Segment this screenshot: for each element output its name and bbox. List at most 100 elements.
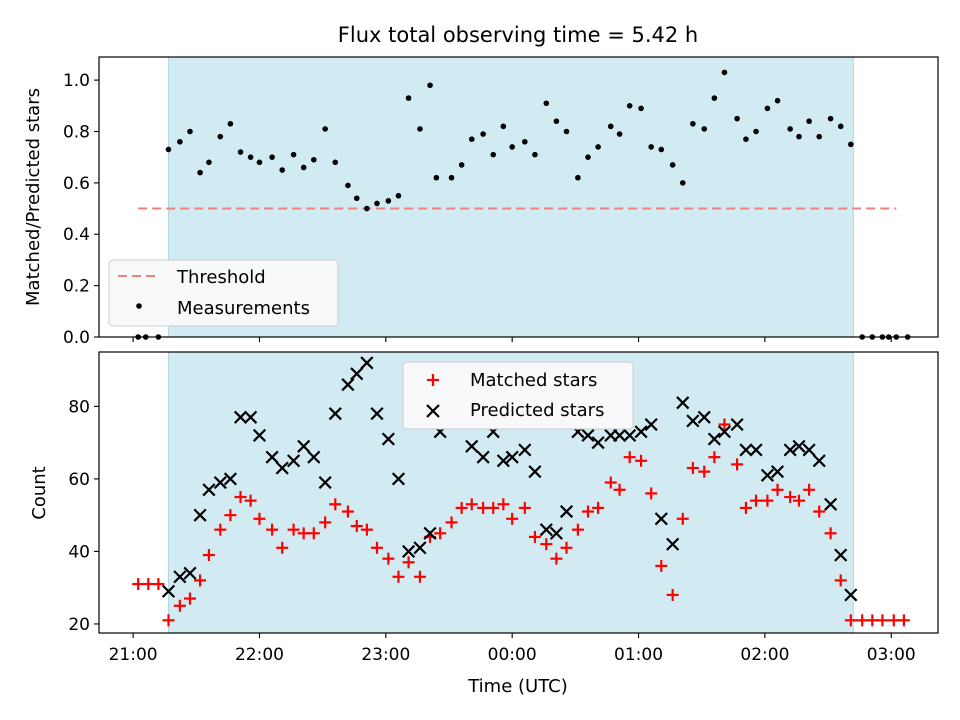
predicted-star-point xyxy=(252,428,267,442)
matched-star-point xyxy=(613,483,626,496)
matched-star-point xyxy=(645,487,658,500)
top-legend: Threshold Measurements xyxy=(108,259,339,327)
matched-star-point xyxy=(623,451,636,464)
measurement-points xyxy=(135,69,911,340)
matched-star-point xyxy=(173,599,186,612)
matched-stars-points xyxy=(132,418,910,627)
predicted-star-point xyxy=(676,396,690,410)
measurement-point xyxy=(364,205,370,212)
matched-star-point xyxy=(253,512,266,525)
x-tick-label: 21:00 xyxy=(109,645,158,665)
matched-star-point xyxy=(581,505,594,518)
matched-star-point xyxy=(224,509,237,522)
bottom-y-tick-label: 20 xyxy=(68,615,90,635)
top-y-tick-label: 0.4 xyxy=(63,225,90,245)
matched-star-point xyxy=(477,501,490,514)
predicted-star-point xyxy=(244,410,258,424)
matched-star-point xyxy=(234,491,247,504)
measurement-point xyxy=(374,200,380,207)
predicted-star-point xyxy=(528,465,542,479)
predicted-star-point xyxy=(666,537,680,551)
top-y-tick-label: 1.0 xyxy=(63,71,90,91)
top-y-axis-label: Matched/Predicted stars xyxy=(23,88,44,306)
predicted-star-point xyxy=(623,428,637,442)
measurement-point xyxy=(669,162,676,168)
measurement-point xyxy=(816,133,823,140)
matched-star-point xyxy=(214,523,227,536)
predicted-star-point xyxy=(634,425,648,439)
measurement-point xyxy=(290,151,297,158)
predicted-star-point xyxy=(391,472,406,486)
matched-star-point xyxy=(540,538,553,551)
predicted-star-point xyxy=(707,432,721,446)
x-tick-label: 03:00 xyxy=(867,645,916,665)
matched-star-point xyxy=(604,476,617,489)
measurement-point xyxy=(332,159,339,166)
predicted-star-point xyxy=(213,475,227,490)
matched-star-point xyxy=(487,501,500,514)
matched-star-point xyxy=(560,541,573,554)
measurement-point xyxy=(197,169,203,176)
predicted-stars-points xyxy=(161,356,858,602)
predicted-star-point xyxy=(381,432,395,446)
predicted-star-point xyxy=(307,450,321,464)
matched-star-point xyxy=(793,494,806,507)
predicted-star-point xyxy=(350,367,364,381)
matched-star-point xyxy=(152,578,165,591)
matched-star-point xyxy=(698,465,711,478)
measurement-point xyxy=(585,154,591,160)
predicted-star-point xyxy=(549,526,563,540)
predicted-star-point xyxy=(423,526,437,540)
top-y-ticks: 0.0 0.2 0.4 0.6 0.8 1.0 xyxy=(63,71,99,348)
bottom-y-tick-label: 40 xyxy=(68,542,90,562)
matched-star-point xyxy=(750,494,763,507)
top-axes-frame xyxy=(98,56,939,338)
matched-star-point xyxy=(739,501,752,514)
top-x-ticks xyxy=(132,337,892,342)
legend-measurements-swatch xyxy=(136,303,142,309)
legend-measurements-label: Measurements xyxy=(177,298,310,319)
predicted-star-point xyxy=(275,461,289,475)
matched-star-point xyxy=(866,614,879,627)
matched-star-point xyxy=(202,549,215,562)
predicted-star-point xyxy=(802,443,816,457)
predicted-star-point xyxy=(644,417,658,432)
matched-star-point xyxy=(876,614,889,627)
matched-star-point xyxy=(413,570,426,583)
measurement-point xyxy=(638,105,644,112)
measurement-point xyxy=(595,144,601,150)
legend-threshold-label: Threshold xyxy=(176,267,266,288)
x-tick-label: 01:00 xyxy=(614,645,663,665)
matched-star-point xyxy=(445,516,458,529)
matched-star-point xyxy=(319,516,332,529)
measurement-point xyxy=(743,136,749,143)
measurement-point xyxy=(227,120,234,127)
bottom-y-tick-label: 60 xyxy=(68,470,90,490)
top-panel: 0.0 0.2 0.4 0.6 0.8 1.0 Matched/Predicted sta… xyxy=(23,56,939,348)
measurement-point xyxy=(395,192,402,199)
predicted-star-point xyxy=(812,454,826,468)
measurement-point xyxy=(448,174,455,181)
predicted-star-point xyxy=(341,378,355,392)
predicted-star-point xyxy=(505,450,519,464)
measurement-point xyxy=(607,123,614,130)
predicted-star-point xyxy=(496,454,510,468)
predicted-star-point xyxy=(559,504,574,519)
predicted-star-point xyxy=(518,443,532,457)
matched-star-point xyxy=(287,523,300,536)
predicted-star-point xyxy=(401,544,416,558)
measurement-point xyxy=(690,120,696,127)
matched-star-point xyxy=(402,556,415,569)
predicted-star-point xyxy=(686,414,700,428)
matched-star-point xyxy=(329,498,342,511)
matched-star-point xyxy=(307,527,320,540)
x-tick-label: 22:00 xyxy=(235,645,284,665)
measurement-point xyxy=(575,174,581,181)
matched-star-point xyxy=(856,614,869,627)
measurement-point xyxy=(500,123,507,130)
predicted-star-point xyxy=(770,465,785,479)
measurement-point xyxy=(256,159,263,166)
measurement-point xyxy=(658,146,665,153)
matched-star-point xyxy=(194,574,207,587)
